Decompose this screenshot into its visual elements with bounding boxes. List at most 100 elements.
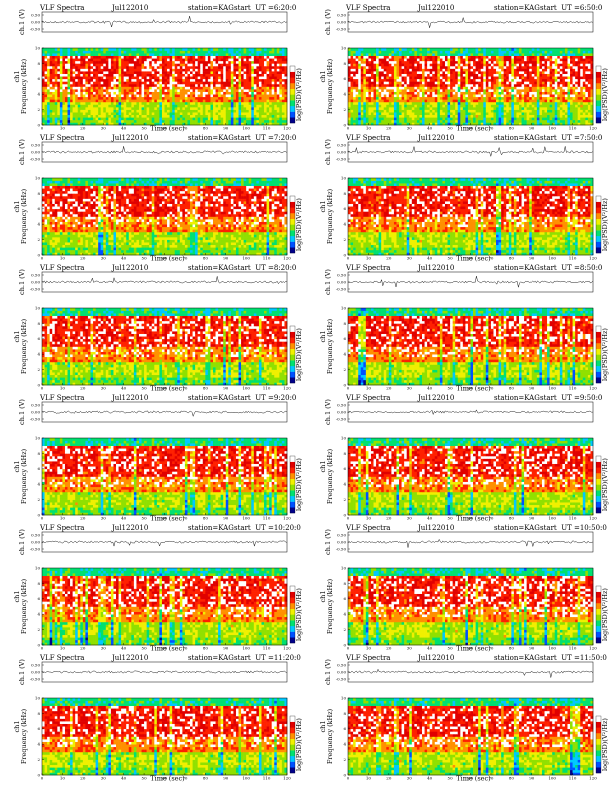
spectrogram-cell bbox=[156, 114, 160, 118]
spectrogram-cell bbox=[57, 119, 61, 123]
spectrogram-cell bbox=[177, 119, 181, 123]
spectrogram-cell bbox=[429, 86, 433, 90]
spectrogram-cell bbox=[251, 55, 255, 59]
spectrogram-cell bbox=[138, 122, 142, 126]
panel-date: Jul122010 bbox=[112, 5, 148, 12]
spectrogram-cell bbox=[473, 104, 476, 108]
spectrogram-cell bbox=[80, 112, 84, 116]
spectrogram-cell bbox=[355, 91, 359, 95]
spectrogram-cell bbox=[161, 109, 165, 113]
spectrogram-cell bbox=[87, 81, 91, 85]
spectrogram-cell bbox=[437, 76, 441, 80]
spectrogram-cell bbox=[370, 96, 374, 100]
spectrogram-cell bbox=[85, 96, 89, 100]
spectrogram-cell bbox=[85, 114, 89, 118]
spectrogram-cell bbox=[521, 104, 525, 108]
spectrogram-cell bbox=[490, 76, 494, 80]
spectrogram-cell bbox=[42, 68, 45, 72]
spectrogram-cell bbox=[98, 96, 101, 100]
spectrogram-cell bbox=[246, 99, 250, 103]
spectrogram-cell bbox=[549, 119, 553, 123]
spectrogram-cell bbox=[197, 86, 201, 90]
spectrogram-cell bbox=[256, 114, 260, 118]
spectrogram-cell bbox=[225, 117, 229, 121]
spectrogram-cell bbox=[131, 119, 135, 123]
spectrogram-cell bbox=[136, 50, 140, 54]
spectrogram-cell bbox=[483, 114, 487, 118]
spectrogram-cell bbox=[365, 68, 369, 72]
spectrogram-cell bbox=[123, 107, 127, 110]
spectrogram-cell bbox=[391, 107, 395, 110]
spectrogram-cell bbox=[350, 91, 354, 95]
spectrogram-cell bbox=[557, 91, 561, 95]
spectrogram-cell bbox=[151, 81, 155, 85]
spectrogram-cell bbox=[575, 81, 578, 85]
spectrogram-cell bbox=[480, 86, 484, 90]
spectrogram-cell bbox=[575, 109, 578, 113]
spectrogram-cell bbox=[200, 114, 204, 118]
spectrogram-cell bbox=[121, 78, 124, 82]
spectrogram-cell bbox=[177, 107, 181, 110]
spectrogram-cell bbox=[177, 48, 181, 51]
spectrogram-cell bbox=[531, 96, 535, 100]
spectrogram-cell bbox=[195, 89, 198, 92]
spectrogram-cell bbox=[72, 83, 76, 87]
spectrogram-cell bbox=[577, 99, 581, 103]
spectrogram-cell bbox=[490, 96, 494, 100]
spectrogram-cell bbox=[172, 48, 176, 51]
spectrogram-cell bbox=[197, 58, 201, 62]
spectrogram-cell bbox=[243, 109, 247, 113]
spectrogram-cell bbox=[126, 107, 130, 110]
spectrogram-cell bbox=[215, 50, 219, 54]
spectrogram-cell bbox=[82, 78, 86, 82]
spectrogram-cell bbox=[154, 73, 158, 77]
spectrogram-cell bbox=[279, 99, 283, 103]
spectrogram-cell bbox=[205, 81, 209, 85]
spectrogram-cell bbox=[225, 50, 229, 54]
spectrogram-cell bbox=[264, 117, 267, 121]
spectrogram-cell bbox=[154, 94, 158, 98]
spectrogram-cell bbox=[98, 50, 101, 54]
spectrogram-cell bbox=[182, 55, 186, 59]
spectrogram-cell bbox=[105, 81, 109, 85]
spectrogram-cell bbox=[388, 73, 392, 77]
spectrogram-cell bbox=[154, 65, 158, 69]
spectrogram-cell bbox=[182, 119, 186, 123]
spectrogram-cell bbox=[562, 81, 566, 85]
spectrogram-cell bbox=[156, 99, 160, 103]
spectrogram-cell bbox=[184, 55, 188, 59]
spectrogram-cell bbox=[404, 101, 407, 105]
spectrogram-cell bbox=[93, 68, 96, 72]
spectrogram-cell bbox=[274, 78, 278, 82]
spectrogram-cell bbox=[411, 119, 415, 123]
spectrogram-cell bbox=[200, 58, 204, 62]
spectrogram-cell bbox=[190, 109, 193, 113]
spectrogram-cell bbox=[348, 68, 351, 72]
spectrogram-cell bbox=[161, 65, 165, 69]
spectrogram-cell bbox=[133, 68, 137, 72]
spectrogram-cell bbox=[151, 86, 155, 90]
spectrogram-cell bbox=[360, 73, 364, 77]
spectrogram-cell bbox=[393, 114, 397, 118]
spectrogram-cell bbox=[64, 99, 68, 103]
spectrogram-cell bbox=[399, 119, 402, 123]
spectrogram-cell bbox=[75, 104, 79, 108]
spectrogram-cell bbox=[128, 81, 132, 85]
spectrogram-cell bbox=[177, 73, 181, 77]
spectrogram-cell bbox=[159, 65, 163, 69]
spectrogram-cell bbox=[457, 73, 461, 77]
spectrogram-cell bbox=[279, 89, 283, 92]
spectrogram-cell bbox=[256, 76, 260, 80]
spectrogram-cell bbox=[526, 112, 530, 116]
spectrogram-cell bbox=[123, 55, 127, 59]
spectrogram-cell bbox=[536, 101, 540, 105]
spectrogram-cell bbox=[547, 94, 550, 98]
spectrogram-cell bbox=[559, 91, 563, 95]
spectrogram-cell bbox=[404, 76, 407, 80]
spectrogram-cell bbox=[44, 94, 48, 98]
spectrogram-cell bbox=[513, 107, 517, 110]
spectrogram-cell bbox=[284, 50, 288, 54]
spectrogram-cell bbox=[197, 60, 201, 64]
spectrogram-cell bbox=[195, 71, 198, 74]
spectrogram-cell bbox=[113, 109, 117, 113]
